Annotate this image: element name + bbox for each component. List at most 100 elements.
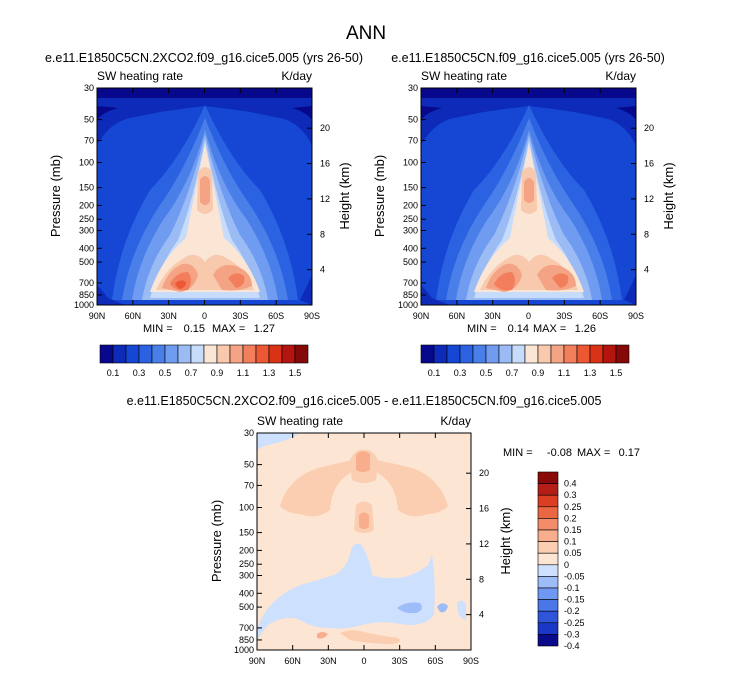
panel-3-ytick-label: 250 [239,559,254,569]
panel-3-ytick-label: 150 [239,528,254,538]
panel-3-ytick-label: 850 [239,635,254,645]
colorbar-box [576,344,591,364]
colorbar-box [563,344,578,364]
colorbar-box [229,344,244,364]
panel-2-max-value: 1.26 [575,323,596,335]
panel-1-xtick-label: 90S [304,311,320,321]
panel-1-xtick-label: 30S [232,311,248,321]
colorbar-box [216,344,231,364]
panel-1-xtick-label: 60S [268,311,284,321]
panel-2-xtick-label: 60S [592,311,608,321]
panel-2-xtick-label: 30N [484,311,501,321]
colorbar-box [537,576,559,589]
panel-2-xtick-label: 90S [628,311,644,321]
colorbar-label: 0.5 [480,368,493,378]
colorbar-label: -0.3 [564,629,580,639]
panel-1-max-label: MAX = [212,323,245,335]
panel-1-colorbar: 0.1 0.3 0.5 0.7 0.9 1.1 1.3 1.5 [99,344,309,378]
panel-3-ytick-label: 500 [239,602,254,612]
panel-2-y2tick-label: 8 [644,229,649,239]
panel-3-min-value: -0.08 [547,447,572,459]
colorbar-box [99,344,114,364]
panel-2-y2tick-label: 20 [644,123,654,133]
colorbar-label: 0.3 [564,490,577,500]
panel-1-ytick-label: 250 [79,214,94,224]
panel-3-y2tick-label: 8 [479,574,484,584]
panel-3-xtick-label: 0 [361,656,366,666]
colorbar-box [138,344,153,364]
colorbar-box [537,634,559,647]
panel-3-contour-field [257,433,471,650]
panel-2-ytick-label: 100 [403,158,418,168]
panel-3-y2tick-label: 12 [479,539,489,549]
panel-3-y2tick-label: 20 [479,468,489,478]
colorbar-box [537,610,559,624]
panel-2-contour-field [421,88,636,305]
colorbar-box [433,344,448,364]
colorbar-label: -0.05 [564,571,585,581]
colorbar-label: 0.1 [107,368,120,378]
panel-1-xtick-label: 90N [89,311,106,321]
colorbar-label: -0.2 [564,606,580,616]
panel-3-colorbar: 0.40.30.250.20.150.10.050-0.05-0.1-0.15-… [537,471,585,651]
panel-2-ytick-label: 70 [408,135,418,145]
panel-1-y2tick-label: 20 [320,123,330,133]
panel-2-ytick-label: 250 [403,214,418,224]
colorbar-box [485,344,500,364]
panel-1-y2tick-label: 12 [320,194,330,204]
colorbar-box [177,344,192,364]
panel-1-title: e.e11.E1850C5CN.2XCO2.f09_g16.cice5.005 … [45,51,363,65]
panel-1-y2tick-label: 8 [320,229,325,239]
panel-3-ytick-label: 200 [239,545,254,555]
panel-1-ytick-label: 850 [79,290,94,300]
colorbar-box [420,344,435,364]
colorbar-box [242,344,257,364]
colorbar-box [537,483,559,496]
figure-title: ANN [346,23,386,44]
colorbar-box [615,344,630,364]
colorbar-label: 0.2 [564,513,577,523]
colorbar-box [537,541,559,554]
colorbar-label: 1.1 [237,368,250,378]
colorbar-label: 0.4 [564,479,577,489]
colorbar-label: -0.25 [564,618,585,628]
colorbar-box [472,344,487,364]
panel-3-ytick-label: 700 [239,623,254,633]
panel-2-ytick-label: 700 [403,278,418,288]
colorbar-box [537,529,559,542]
panel-1-ytick-label: 400 [79,243,94,253]
colorbar-label: 1.3 [584,368,597,378]
colorbar-box [537,518,559,531]
panel-3-y2tick-label: 16 [479,504,489,514]
panel-2-ytick-label: 30 [408,83,418,93]
panel-1-xtick-label: 0 [202,311,207,321]
panel-2-ytick-label: 300 [403,225,418,235]
panel-3-ytick-label: 30 [244,428,254,438]
panel-1-ytick-label: 30 [84,83,94,93]
panel-3-subtitle-left: SW heating rate [257,414,343,428]
panel-1-xtick-label: 60N [125,311,142,321]
panel-1-subtitle-left: SW heating rate [97,69,183,83]
panel-3-y2tick-label: 4 [479,610,484,620]
panel-3-max-label: MAX = [577,447,610,459]
colorbar-box [550,344,565,364]
colorbar-label: 1.5 [610,368,623,378]
panel-3-title: e.e11.E1850C5CN.2XCO2.f09_g16.cice5.005 … [127,394,602,408]
colorbar-label: 0.3 [133,368,146,378]
colorbar-label: 0.15 [564,525,582,535]
colorbar-box [125,344,140,364]
panel-1-subtitle-right: K/day [281,69,312,83]
panel-2-colorbar: 0.1 0.3 0.5 0.7 0.9 1.1 1.3 1.5 [420,344,630,378]
panel-3-ylabel: Pressure (mb) [209,500,224,582]
panel-3-min-label: MIN = [503,447,533,459]
panel-2-subtitle-right: K/day [605,69,636,83]
colorbar-box [112,344,127,364]
colorbar-box [164,344,179,364]
panel-3-ytick-label: 1000 [234,645,254,655]
panel-1-ytick-label: 700 [79,278,94,288]
colorbar-box [498,344,513,364]
colorbar-box [537,506,559,519]
panel-3-y2label: Height (km) [498,507,513,574]
colorbar-label: 1.1 [558,368,571,378]
